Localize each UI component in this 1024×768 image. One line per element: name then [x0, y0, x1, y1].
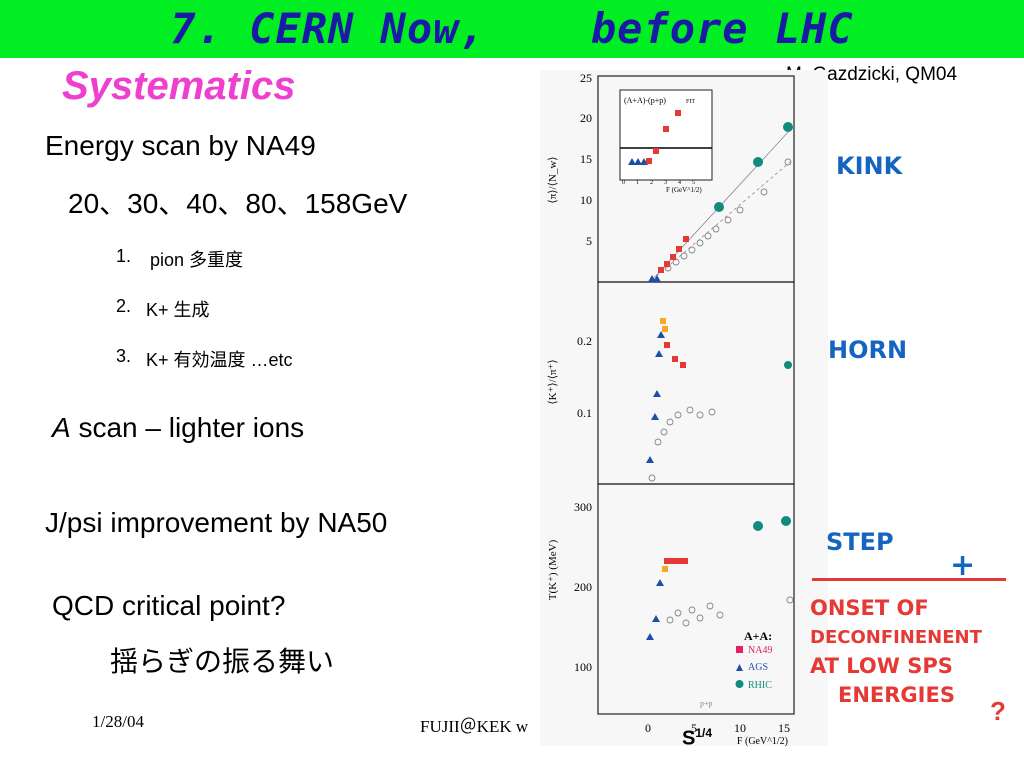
legend-marker-rhic — [735, 680, 744, 688]
xlabel: F (GeV^1/2) — [737, 736, 788, 746]
annotation-onset-line3: AT LOW SPS — [810, 654, 953, 678]
list-item-2-number: 2. — [116, 296, 132, 316]
ytick-top-1: 20 — [580, 111, 592, 125]
slide-title: 7. CERN Now, before LHC — [170, 4, 854, 53]
pp-label: p+p — [700, 699, 713, 708]
legend-marker-ags — [736, 664, 743, 671]
s-sup: 1/4 — [695, 726, 713, 740]
title-bar — [0, 0, 1024, 58]
ytick-bot-1: 200 — [574, 580, 592, 594]
na49-points-top — [658, 236, 689, 273]
list-item-1-text: pion 多重度 — [150, 250, 244, 270]
rhic-points-bottom — [753, 516, 791, 531]
s-quarter-label: S1/4 — [682, 726, 712, 751]
annotation-onset-line4: ENERGIES — [838, 683, 955, 707]
xtick-0: 0 — [645, 721, 651, 735]
inset-xtick-2: 2 — [650, 180, 653, 186]
pp-open-points-top — [664, 158, 792, 272]
panel-frame-middle — [597, 281, 795, 485]
a-scan-italic: A — [52, 412, 71, 443]
bullet-energy-scan: Energy scan by NA49 — [45, 130, 316, 161]
inset-xlabel: F (GeV^1/2) — [666, 186, 702, 194]
annotation-kink: KINK — [836, 152, 903, 180]
section-subtitle: Systematics — [62, 64, 296, 108]
annotation-step: STEP — [826, 528, 894, 556]
annotation-horn: HORN — [828, 336, 908, 364]
legend-marker-na49 — [736, 646, 743, 653]
annotation-plus: + — [950, 548, 976, 583]
ylabel-middle: ⟨K⁺⟩/⟨π⁺⟩ — [547, 359, 559, 404]
annotation-onset-line1: ONSET OF — [810, 596, 929, 620]
inset-xtick-1: 1 — [636, 180, 639, 186]
legend-label-rhic: RHIC — [748, 680, 772, 691]
legend-label-na49: NA49 — [748, 645, 772, 656]
na49-orange-points-middle — [660, 318, 668, 332]
inset-xtick-3: 3 — [664, 180, 667, 186]
annotation-underline — [812, 578, 1006, 581]
bullet-fluctuations: 揺らぎの振る舞い — [110, 646, 335, 677]
list-item-3-text: K+ 有効温度 …etc — [146, 350, 293, 370]
xtick-2: 10 — [734, 721, 746, 735]
ags-points-top — [648, 275, 661, 282]
annotation-onset-line2: DECONFINENENT — [810, 627, 982, 648]
ytick-bot-0: 300 — [574, 500, 592, 514]
inset-xtick-5: 5 — [692, 180, 695, 186]
rhic-point-middle — [784, 361, 792, 369]
legend: A+A: NA49 AGS RHIC — [735, 629, 772, 691]
list-item-1-number: 1. — [116, 246, 132, 266]
xtick-1: 5 — [691, 721, 697, 735]
list-item-3-number: 3. — [116, 346, 132, 366]
pp-open-points-bottom — [666, 596, 794, 627]
na49-points-bottom — [664, 558, 688, 564]
ytick-mid-1: 0.1 — [577, 406, 592, 420]
inset-na49-points — [646, 110, 681, 164]
panel-frame-bottom — [597, 483, 795, 715]
rhic-points-top — [714, 122, 793, 212]
na49-points-middle — [664, 342, 686, 368]
ytick-top-0: 25 — [580, 71, 592, 85]
a-scan-text: scan – lighter ions — [70, 412, 305, 443]
scanned-figure: 25 20 15 10 5 0.2 0.1 300 200 100 ⟨π⟩/⟨N… — [540, 70, 828, 747]
footer-date: 1/28/04 — [92, 712, 144, 731]
ytick-top-4: 5 — [586, 234, 592, 248]
legend-title: A+A: — [744, 629, 772, 643]
pp-open-points-middle — [648, 406, 716, 482]
footer-credit: FUJII＠KEK w — [420, 717, 529, 736]
na49-orange-point-bottom — [662, 566, 668, 572]
xtick-3: 15 — [778, 721, 790, 735]
inset-xtick-4: 4 — [678, 180, 681, 186]
ylabel-top: ⟨π⟩/⟨N_w⟩ — [547, 156, 559, 203]
inset-label: (A+A)-(p+p) — [624, 96, 666, 105]
inset-xtick-0: 0 — [622, 180, 625, 186]
bullet-energies: 20、30、40、80、158GeV — [68, 188, 408, 219]
list-item-2-text: K+ 生成 — [146, 300, 210, 320]
s-label: S — [682, 727, 696, 750]
ytick-top-3: 10 — [580, 193, 592, 207]
legend-label-ags: AGS — [748, 662, 768, 673]
ags-points-bottom — [646, 579, 664, 640]
inset-fit-label: FIT — [686, 99, 695, 105]
fit-line-pp — [651, 161, 791, 281]
bullet-a-scan: A scan – lighter ions — [52, 412, 304, 444]
ytick-top-2: 15 — [580, 152, 592, 166]
annotation-question: ? — [990, 696, 1006, 726]
figure-plot: 25 20 15 10 5 0.2 0.1 300 200 100 ⟨π⟩/⟨N… — [547, 71, 795, 747]
ytick-mid-0: 0.2 — [577, 334, 592, 348]
ytick-bot-2: 100 — [574, 660, 592, 674]
ags-points-middle — [646, 331, 665, 463]
ylabel-bottom: T(K⁺) (MeV) — [547, 539, 559, 600]
bullet-jpsi: J/psi improvement by NA50 — [45, 507, 388, 538]
bullet-qcd: QCD critical point? — [52, 590, 286, 621]
author-credit: M. Gazdzicki, QM04 — [786, 64, 958, 85]
